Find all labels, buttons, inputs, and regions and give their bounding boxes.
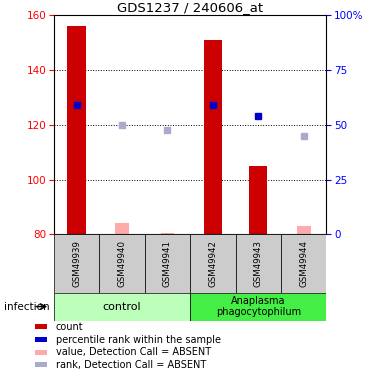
Bar [68, 26, 86, 234]
Bar [190, 234, 236, 292]
Bar [236, 234, 281, 292]
Bar [190, 292, 326, 321]
Title: GDS1237 / 240606_at: GDS1237 / 240606_at [117, 1, 263, 14]
Bar [54, 292, 190, 321]
Text: value, Detection Call = ABSENT: value, Detection Call = ABSENT [56, 347, 211, 357]
Bar [35, 362, 47, 368]
Text: control: control [103, 302, 141, 312]
Bar [115, 224, 129, 234]
Bar [249, 166, 267, 234]
Bar [54, 234, 99, 292]
Text: infection: infection [4, 302, 49, 312]
Text: GSM49939: GSM49939 [72, 240, 81, 287]
Text: GSM49940: GSM49940 [118, 240, 127, 287]
Text: GSM49943: GSM49943 [254, 240, 263, 287]
Bar [35, 324, 47, 330]
Bar [161, 233, 174, 234]
Bar [35, 337, 47, 342]
Text: rank, Detection Call = ABSENT: rank, Detection Call = ABSENT [56, 360, 206, 370]
Text: Anaplasma
phagocytophilum: Anaplasma phagocytophilum [216, 296, 301, 317]
Text: GSM49944: GSM49944 [299, 240, 308, 287]
Bar [99, 234, 145, 292]
Bar [35, 350, 47, 355]
Text: count: count [56, 322, 83, 332]
Text: percentile rank within the sample: percentile rank within the sample [56, 334, 221, 345]
Bar [204, 40, 222, 234]
Bar [281, 234, 326, 292]
Bar [297, 226, 311, 234]
Text: GSM49941: GSM49941 [163, 240, 172, 287]
Text: GSM49942: GSM49942 [209, 240, 217, 287]
Bar [145, 234, 190, 292]
